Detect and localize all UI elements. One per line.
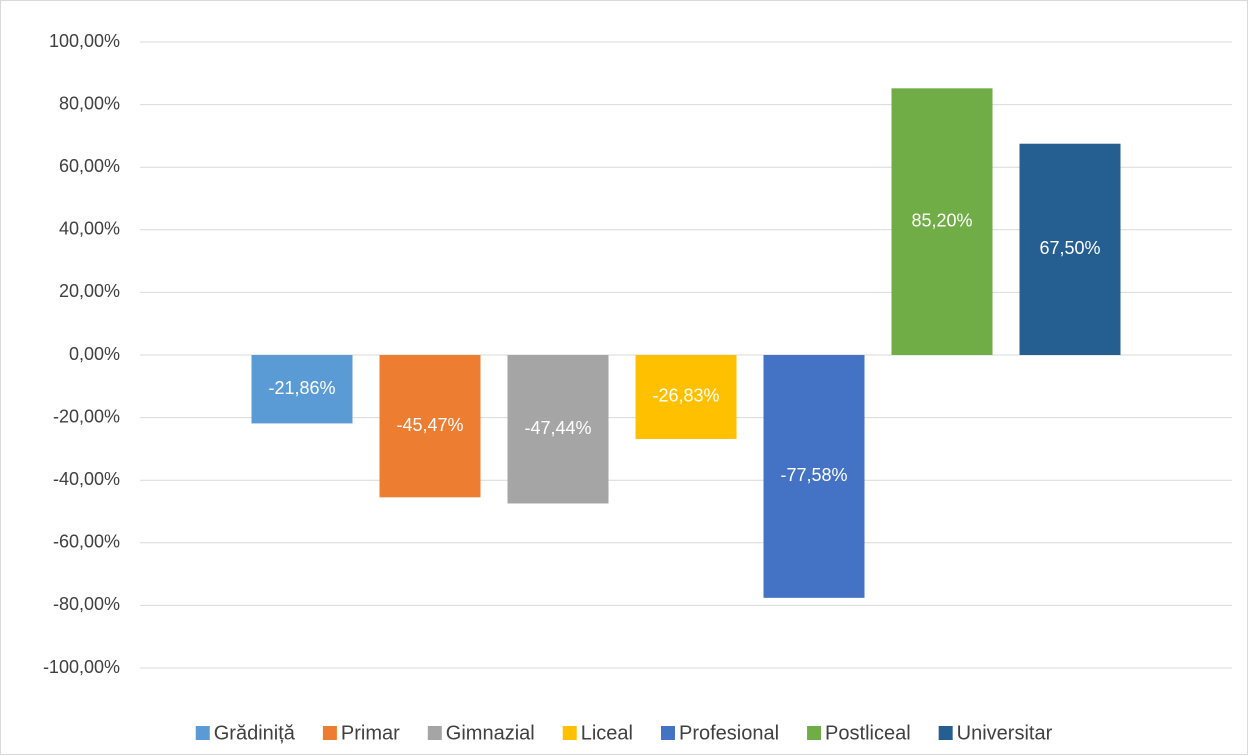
data-label: 85,20%: [911, 210, 972, 230]
bar: [763, 355, 865, 598]
bar: [507, 355, 609, 504]
legend-swatch: [195, 726, 210, 740]
legend-swatch: [322, 726, 337, 740]
bar: [1019, 143, 1121, 355]
y-tick-label: -60,00%: [53, 532, 120, 552]
legend-swatch: [938, 726, 953, 740]
legend-swatch: [660, 726, 675, 740]
legend-label: Grădiniță: [214, 722, 296, 744]
y-tick-label: -20,00%: [53, 406, 120, 426]
legend-label: Primar: [341, 722, 400, 744]
legend-label: Universitar: [957, 722, 1053, 744]
y-tick-label: -40,00%: [53, 469, 120, 489]
bar: [891, 88, 993, 355]
y-tick-label: 0,00%: [69, 344, 120, 364]
data-label: -45,47%: [396, 415, 463, 435]
data-label: -26,83%: [652, 386, 719, 406]
y-tick-label: 100,00%: [49, 31, 120, 51]
legend-label: Gimnazial: [446, 722, 535, 744]
legend-label: Postliceal: [825, 722, 911, 744]
data-label: -21,86%: [268, 378, 335, 398]
bar: [379, 355, 481, 498]
legend-swatch: [562, 726, 577, 740]
bar: [251, 355, 353, 424]
y-tick-label: 20,00%: [59, 281, 120, 301]
y-tick-label: -80,00%: [53, 594, 120, 614]
y-tick-label: 60,00%: [59, 156, 120, 176]
data-label: -77,58%: [780, 465, 847, 485]
legend-swatch: [427, 726, 442, 740]
y-tick-label: 80,00%: [59, 93, 120, 113]
y-tick-label: -100,00%: [43, 657, 120, 677]
legend-swatch: [807, 726, 822, 740]
data-label: 67,50%: [1039, 238, 1100, 258]
legend-label: Profesional: [679, 722, 779, 744]
y-tick-label: 40,00%: [59, 219, 120, 239]
data-label: -47,44%: [524, 418, 591, 438]
bar: [635, 355, 737, 439]
legend-label: Liceal: [581, 722, 633, 744]
